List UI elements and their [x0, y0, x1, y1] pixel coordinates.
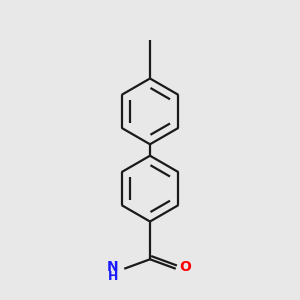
Text: H: H: [108, 270, 118, 283]
Text: N: N: [107, 260, 118, 274]
Text: O: O: [179, 260, 191, 274]
